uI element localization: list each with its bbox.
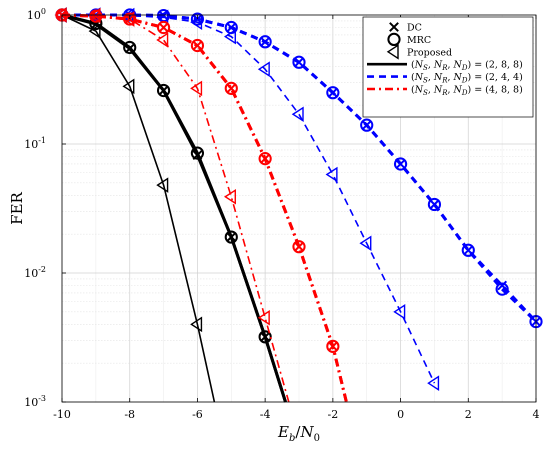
data-point [88, 7, 101, 24]
legend-marker [389, 22, 399, 32]
data-point [156, 20, 171, 35]
data-point [156, 83, 171, 98]
series-proposed [54, 7, 216, 403]
legend-marker [386, 44, 399, 60]
legend-label: (NS, NR, ND) = (4, 8, 8) [411, 85, 523, 98]
y-tick-label: 10-3 [24, 394, 46, 409]
data-point [156, 9, 169, 26]
data-point [224, 81, 238, 95]
series-line [61, 13, 348, 403]
series-line [61, 13, 348, 403]
axis-ticks: -10 -8 -6 -4 -2 0 2 4 100 10-1 10-2 10-3 [24, 7, 539, 421]
series-line [61, 13, 287, 403]
legend-label: MRC [407, 35, 431, 46]
x-tick-label: -10 [53, 408, 71, 421]
data-point [122, 11, 135, 27]
plot-frame [61, 14, 537, 403]
x-tick-label: 2 [465, 408, 472, 421]
data-point [190, 316, 203, 333]
data-point [156, 177, 169, 193]
x-tick-label: -4 [260, 408, 271, 421]
data-point [190, 146, 205, 160]
data-point [156, 32, 169, 48]
data-point [359, 235, 372, 252]
data-point [88, 23, 101, 39]
data-point [495, 282, 509, 296]
data-point [257, 309, 270, 326]
data-point [393, 304, 406, 320]
data-point [123, 40, 137, 55]
series-line [61, 14, 290, 403]
legend-entry: (NS, NR, ND) = (4, 8, 8) [367, 85, 523, 98]
data-point [258, 35, 272, 49]
data-point [258, 152, 272, 166]
data-point [292, 240, 306, 254]
legend-label: (NS, NR, ND) = (2, 4, 4) [411, 72, 523, 85]
y-tick-label: 10-2 [24, 265, 46, 280]
y-tick-label: 100 [27, 7, 46, 22]
data-point [224, 230, 238, 244]
data-point [325, 166, 338, 183]
x-tick-label: -6 [192, 408, 203, 421]
series-proposed [54, 7, 290, 403]
legend-entry: (NS, NR, ND) = (2, 4, 4) [367, 72, 523, 85]
legend-label: Proposed [407, 47, 452, 58]
x-tick-label: -2 [327, 408, 338, 421]
data-point [360, 118, 374, 132]
data-point [291, 106, 304, 123]
legend-entry: Proposed [386, 44, 452, 60]
legend-entry: DC [389, 22, 422, 34]
x-tick-label: 0 [397, 408, 404, 421]
data-point [326, 86, 340, 100]
series-line [61, 14, 216, 403]
data-point [427, 375, 440, 391]
x-axis-label: Eb/N0 [277, 423, 320, 444]
y-axis-label: FER [8, 191, 26, 224]
data-point [224, 28, 236, 45]
data-point [497, 280, 508, 291]
data-point [294, 241, 304, 252]
data-point [258, 330, 272, 344]
series-line [61, 13, 287, 403]
legend-label: DC [407, 23, 422, 34]
series-dc [57, 10, 287, 403]
data-point [122, 78, 135, 95]
data-point [224, 188, 236, 205]
data-point [326, 339, 340, 353]
data-point [190, 14, 203, 30]
data-point [89, 16, 103, 31]
data-point [292, 55, 306, 69]
legend-entry: (NS, NR, ND) = (2, 8, 8) [367, 60, 523, 73]
series-mrc [55, 8, 287, 403]
x-tick-label: -8 [124, 408, 135, 421]
data-point [190, 80, 203, 97]
data-point [427, 197, 442, 212]
data-point [461, 243, 475, 257]
legend-label: (NS, NR, ND) = (2, 8, 8) [411, 60, 523, 73]
data-point [393, 157, 408, 171]
x-tick-label: 4 [533, 408, 540, 421]
data-point [257, 61, 270, 77]
data-point [190, 38, 205, 53]
data-point [190, 12, 205, 26]
legend-marker [387, 32, 401, 47]
legend-entry: MRC [387, 32, 431, 47]
series-line [62, 13, 538, 323]
y-tick-label: 10-1 [24, 136, 46, 151]
